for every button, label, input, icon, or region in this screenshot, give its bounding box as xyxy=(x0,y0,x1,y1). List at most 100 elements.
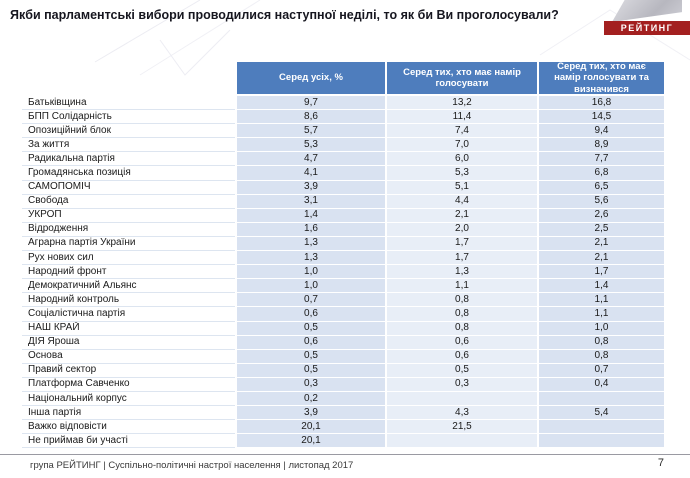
rating-logo: РЕЙТИНГ xyxy=(604,0,690,40)
row-label: САМОПОМІЧ xyxy=(22,180,235,195)
value-cell: 5,1 xyxy=(387,180,537,195)
logo-ribbon-shape xyxy=(612,0,682,22)
value-cell: 4,7 xyxy=(237,152,385,167)
footer-caption: група РЕЙТИНГ | Суспільно-політичні наст… xyxy=(30,460,354,471)
value-cell: 0,8 xyxy=(539,335,664,350)
value-cell: 13,2 xyxy=(387,96,537,111)
value-cell: 0,6 xyxy=(237,335,385,350)
value-cell: 8,9 xyxy=(539,138,664,153)
row-label: Правий сектор xyxy=(22,363,235,378)
value-cell: 5,4 xyxy=(539,406,664,421)
value-cell: 9,4 xyxy=(539,124,664,139)
value-cell: 0,7 xyxy=(237,293,385,308)
value-cell: 5,3 xyxy=(387,166,537,181)
value-cell: 0,2 xyxy=(237,391,385,407)
value-cell: 1,7 xyxy=(387,251,537,266)
value-cell: 7,4 xyxy=(387,124,537,139)
page-number: 7 xyxy=(657,457,664,469)
value-cell: 0,3 xyxy=(387,377,537,392)
row-label: Відродження xyxy=(22,222,235,237)
value-cell: 20,1 xyxy=(237,420,385,435)
poll-results-table: Серед усіх, % Серед тих, хто має намір г… xyxy=(22,61,664,449)
row-label: За життя xyxy=(22,138,235,153)
column-header-intend-to-vote: Серед тих, хто має намір голосувати xyxy=(387,62,537,96)
value-cell: 21,5 xyxy=(387,420,537,435)
value-cell: 1,4 xyxy=(539,279,664,294)
value-cell: 0,5 xyxy=(237,349,385,364)
row-label: Національний корпус xyxy=(22,391,235,407)
value-cell: 0,5 xyxy=(237,363,385,378)
value-cell: 0,3 xyxy=(237,377,385,392)
value-cell: 1,0 xyxy=(539,321,664,336)
value-cell: 6,0 xyxy=(387,152,537,167)
value-cell: 1,4 xyxy=(237,208,385,223)
value-cell: 1,1 xyxy=(387,279,537,294)
value-cell: 2,0 xyxy=(387,222,537,237)
value-cell xyxy=(539,420,664,435)
value-cell xyxy=(539,391,664,407)
value-cell: 0,5 xyxy=(237,321,385,336)
value-cell: 4,4 xyxy=(387,194,537,209)
row-label: Батьківщина xyxy=(22,96,235,111)
value-cell: 1,1 xyxy=(539,293,664,308)
value-cell: 6,8 xyxy=(539,166,664,181)
value-cell: 0,7 xyxy=(539,363,664,378)
value-cell: 4,3 xyxy=(387,406,537,421)
value-cell: 0,8 xyxy=(387,293,537,308)
value-cell: 1,0 xyxy=(237,279,385,294)
value-cell: 3,1 xyxy=(237,194,385,209)
row-label: БПП Солідарність xyxy=(22,110,235,125)
value-cell: 1,3 xyxy=(237,236,385,252)
value-cell: 5,6 xyxy=(539,194,664,209)
value-cell: 0,4 xyxy=(539,377,664,392)
value-cell: 7,0 xyxy=(387,138,537,153)
value-cell: 2,6 xyxy=(539,208,664,223)
row-label: Соціалістична партія xyxy=(22,307,235,322)
header-spacer xyxy=(22,62,235,96)
value-cell: 5,7 xyxy=(237,124,385,139)
column-header-among-all: Серед усіх, % xyxy=(237,62,385,96)
row-label: НАШ КРАЙ xyxy=(22,321,235,336)
value-cell: 2,5 xyxy=(539,222,664,237)
row-label: УКРОП xyxy=(22,208,235,223)
value-cell: 0,5 xyxy=(387,363,537,378)
row-label: Аграрна партія України xyxy=(22,236,235,252)
row-label: ДІЯ Яроша xyxy=(22,335,235,350)
value-cell: 2,1 xyxy=(387,208,537,223)
row-label: Основа xyxy=(22,349,235,364)
value-cell: 2,1 xyxy=(539,251,664,266)
row-label: Рух нових сил xyxy=(22,251,235,266)
value-cell xyxy=(387,434,537,449)
row-label: Громадянська позиція xyxy=(22,166,235,181)
value-cell: 2,1 xyxy=(539,236,664,252)
value-cell: 4,1 xyxy=(237,166,385,181)
value-cell: 1,1 xyxy=(539,307,664,322)
value-cell: 1,7 xyxy=(387,236,537,252)
row-label: Опозиційний блок xyxy=(22,124,235,139)
value-cell: 1,3 xyxy=(237,251,385,266)
value-cell: 5,3 xyxy=(237,138,385,153)
value-cell: 3,9 xyxy=(237,406,385,421)
value-cell: 0,6 xyxy=(237,307,385,322)
value-cell: 7,7 xyxy=(539,152,664,167)
value-cell: 1,3 xyxy=(387,265,537,280)
page-title: Якби парламентські вибори проводилися на… xyxy=(10,8,559,22)
row-label: Не приймав би участі xyxy=(22,434,235,449)
column-header-intend-and-decided: Серед тих, хто має намір голосувати та в… xyxy=(539,61,664,96)
value-cell: 0,8 xyxy=(387,321,537,336)
value-cell: 6,5 xyxy=(539,180,664,195)
value-cell: 0,6 xyxy=(387,349,537,364)
footer-divider xyxy=(0,454,690,455)
value-cell: 20,1 xyxy=(237,434,385,449)
row-label: Інша партія xyxy=(22,406,235,421)
row-label: Народний контроль xyxy=(22,293,235,308)
row-label: Народний фронт xyxy=(22,265,235,280)
value-cell xyxy=(539,434,664,449)
row-label: Важко відповісти xyxy=(22,420,235,435)
row-label: Платформа Савченко xyxy=(22,377,235,392)
value-cell: 16,8 xyxy=(539,96,664,111)
row-label: Радикальна партія xyxy=(22,152,235,167)
value-cell: 0,8 xyxy=(387,307,537,322)
value-cell: 1,0 xyxy=(237,265,385,280)
value-cell: 1,6 xyxy=(237,222,385,237)
